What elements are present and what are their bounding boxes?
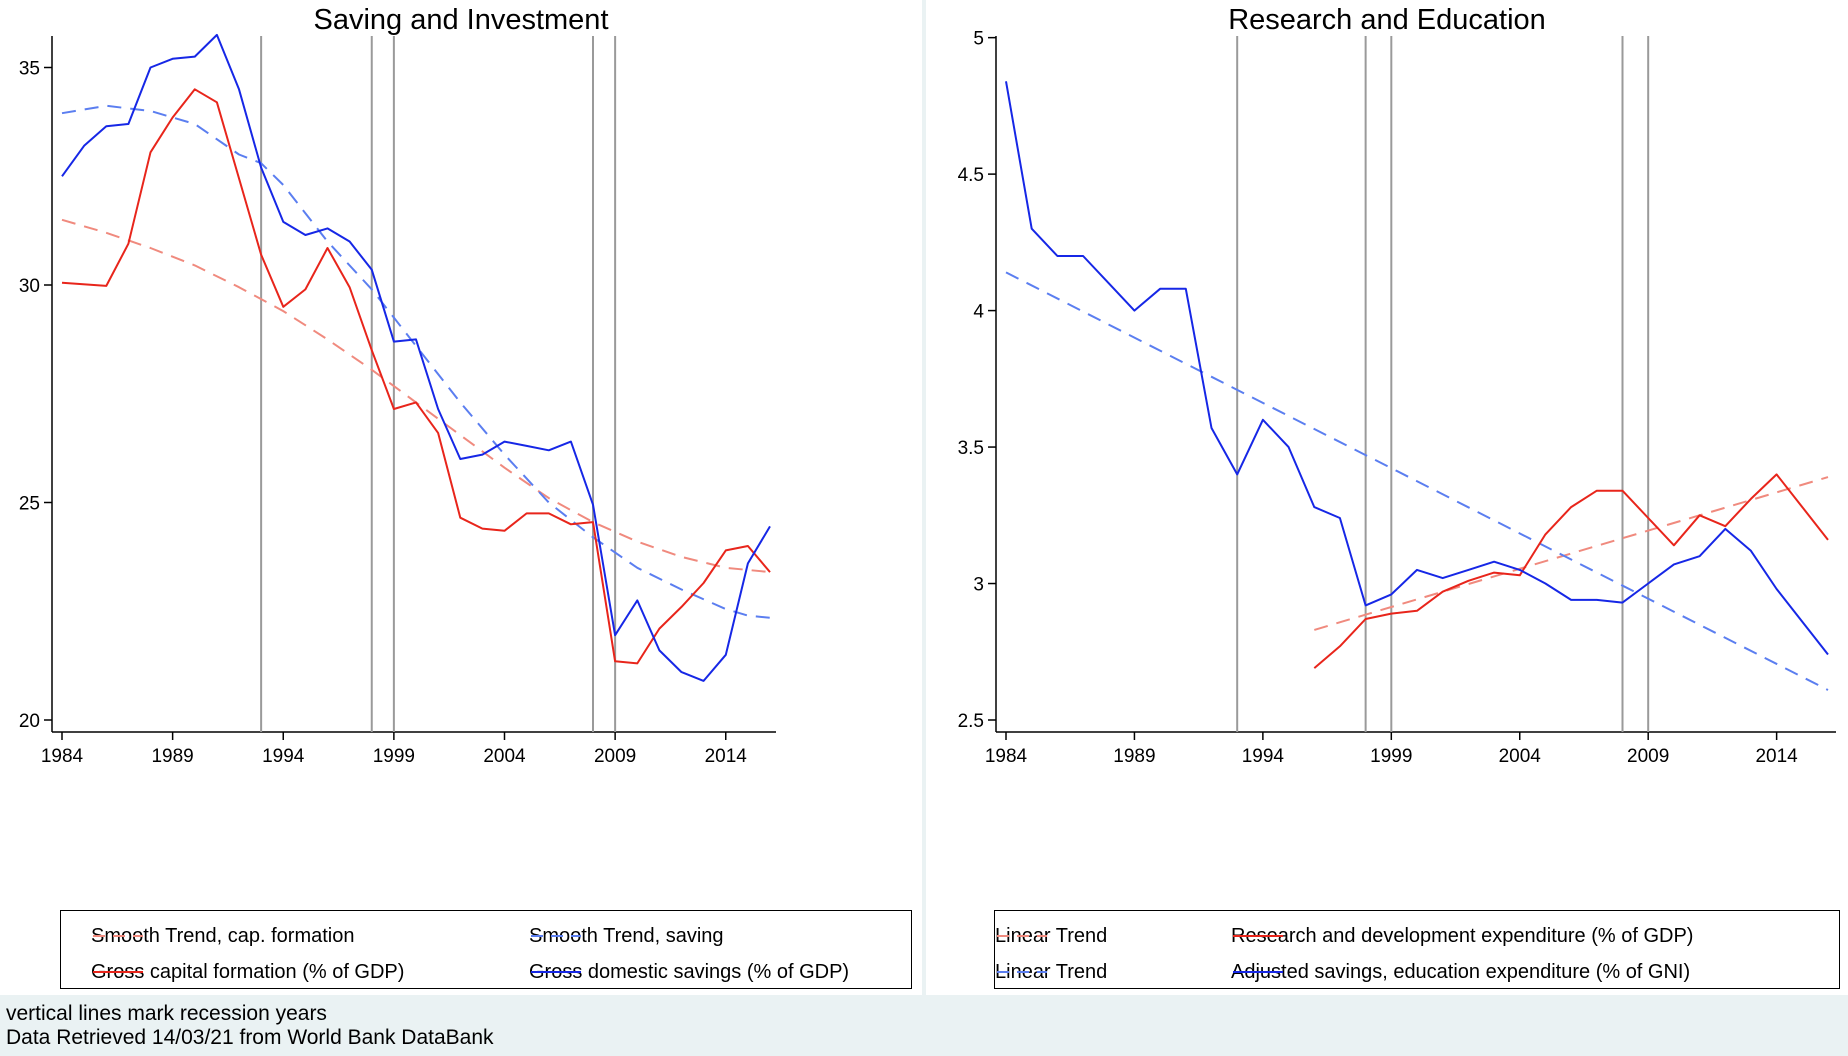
- legend-label: Gross domestic savings (% of GDP): [529, 960, 850, 983]
- x-tick-label: 2009: [1627, 746, 1669, 767]
- legend-label: Smooth Trend, cap. formation: [91, 924, 355, 947]
- legend-item: Smooth Trend, cap. formation: [91, 921, 354, 951]
- chart-title: Research and Education: [1228, 4, 1546, 36]
- legend-item: Gross capital formation (% of GDP): [91, 957, 404, 987]
- x-tick-label: 1999: [373, 746, 415, 767]
- chart-title: Saving and Investment: [313, 4, 609, 36]
- series-line: [1313, 473, 1829, 669]
- chart-panel-research-education: Research and Education 2.5 3 3.5 4 4.5 5 1984 1…: [926, 0, 1848, 995]
- chart-legend: Smooth Trend, cap. formation Smooth Tren…: [60, 910, 912, 989]
- x-tick-label: 1989: [151, 746, 193, 767]
- legend-item: Linear Trend: [995, 921, 1107, 951]
- series-line: [1314, 476, 1829, 631]
- x-tick-label: 1994: [1242, 746, 1285, 767]
- legend-label: Research and development expenditure (% …: [1231, 924, 1694, 947]
- series-line: [61, 33, 771, 682]
- x-tick-label: 1994: [262, 746, 305, 767]
- legend-item: Linear Trend: [995, 957, 1107, 987]
- legend-item: Research and development expenditure (% …: [1231, 921, 1693, 951]
- legend-label: Linear Trend: [995, 924, 1108, 947]
- legend-label: Linear Trend: [995, 960, 1108, 983]
- y-tick-label: 20: [19, 711, 40, 732]
- series-line: [1005, 271, 1829, 691]
- line-chart-saving-investment: 20 25 30 35 1984 1989 1994 1999 2004 2009 2014: [19, 33, 776, 767]
- x-tick-label: 1999: [1370, 746, 1412, 767]
- x-tick-label: 2004: [1499, 746, 1542, 767]
- x-tick-label: 1984: [41, 746, 84, 767]
- series-line: [61, 88, 771, 665]
- legend-item: Smooth Trend, saving: [529, 921, 724, 951]
- y-tick-label: 4: [973, 302, 984, 323]
- x-tick-label: 2004: [483, 746, 526, 767]
- legend-label: Adjusted savings, education expenditure …: [1231, 960, 1691, 983]
- x-tick-label: 2014: [705, 746, 748, 767]
- y-tick-label: 3.5: [958, 438, 984, 459]
- y-tick-label: 5: [973, 29, 984, 50]
- x-tick-label: 1989: [1113, 746, 1155, 767]
- series-line: [61, 218, 771, 574]
- series-line: [61, 104, 771, 619]
- chart-note: vertical lines mark recession years Data…: [6, 1002, 494, 1050]
- chart-legend: Linear Trend Research and development ex…: [994, 910, 1840, 989]
- y-tick-label: 35: [19, 59, 40, 80]
- chart-panel-saving-investment: Saving and Investment 20 25 30 35 1984 1989 19…: [0, 0, 922, 995]
- y-tick-label: 3: [973, 575, 984, 596]
- note-source: Data Retrieved 14/03/21 from World Bank …: [6, 1026, 494, 1049]
- y-tick-label: 25: [19, 494, 40, 515]
- legend-label: Gross capital formation (% of GDP): [91, 960, 405, 983]
- x-tick-label: 2009: [594, 746, 636, 767]
- legend-item: Adjusted savings, education expenditure …: [1231, 957, 1690, 987]
- series-line: [1005, 81, 1829, 656]
- y-tick-label: 2.5: [958, 711, 984, 732]
- legend-item: Gross domestic savings (% of GDP): [529, 957, 849, 987]
- line-chart-research-education: 2.5 3 3.5 4 4.5 5 1984 1989 1994 1999 2004 2009 2014: [958, 29, 1836, 767]
- legend-label: Smooth Trend, saving: [529, 924, 724, 947]
- note-recession: vertical lines mark recession years: [6, 1002, 327, 1025]
- x-tick-label: 1984: [985, 746, 1028, 767]
- y-tick-label: 4.5: [958, 165, 984, 186]
- y-tick-label: 30: [19, 276, 40, 297]
- x-tick-label: 2014: [1755, 746, 1798, 767]
